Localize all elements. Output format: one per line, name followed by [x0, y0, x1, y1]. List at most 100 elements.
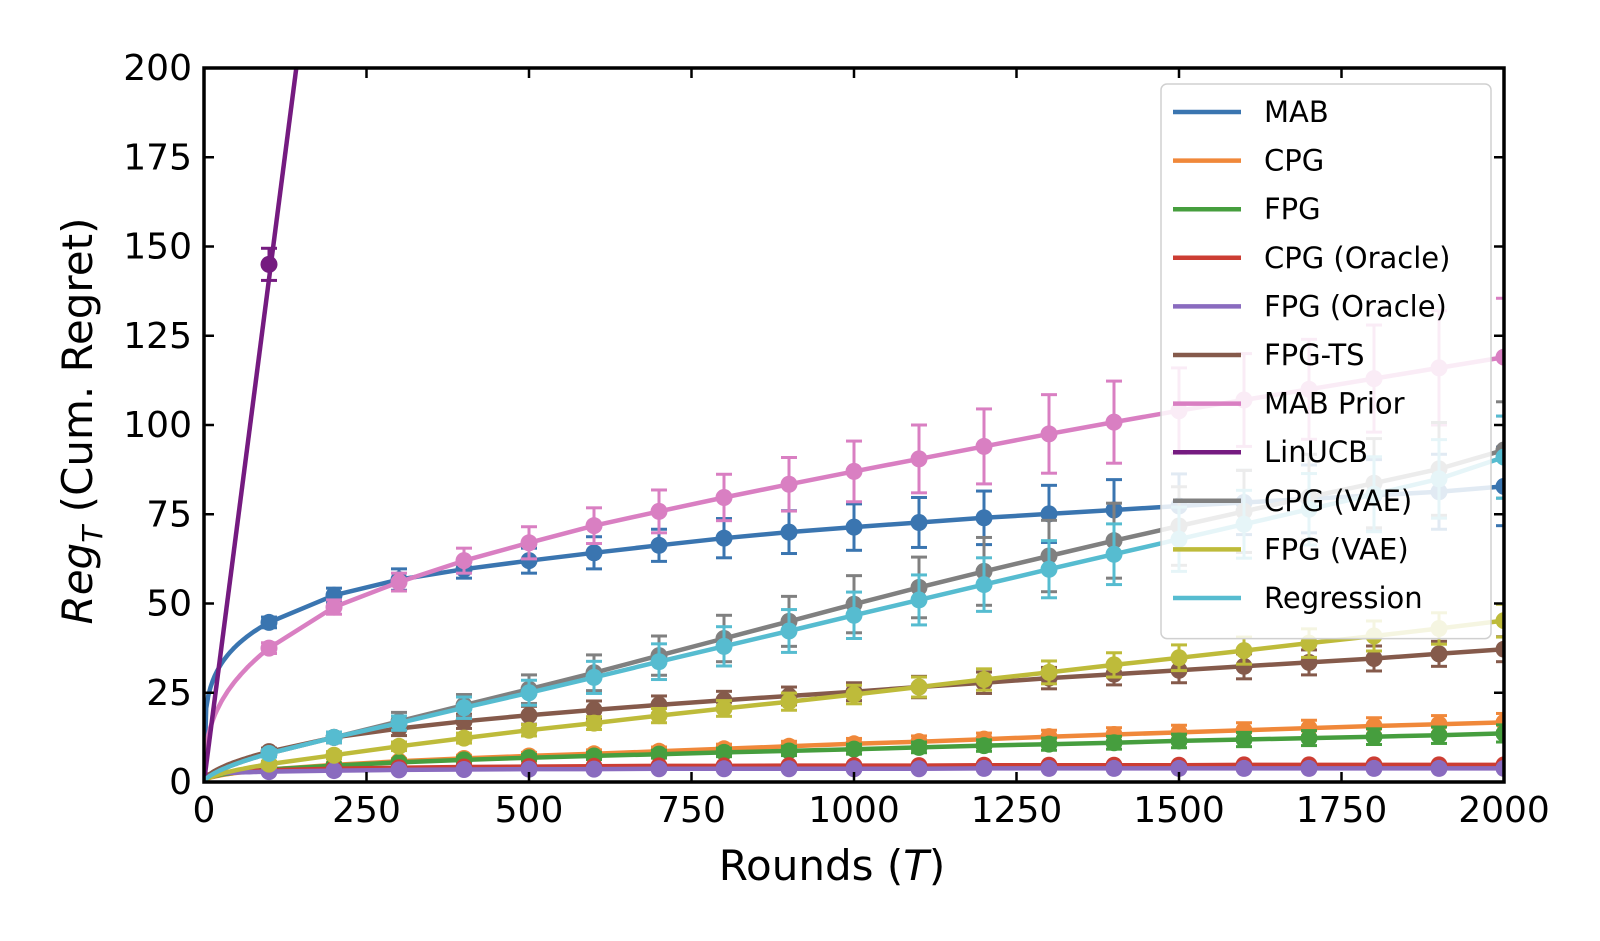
data-point	[585, 714, 603, 732]
data-point	[585, 544, 603, 562]
data-point	[520, 552, 538, 570]
series-layer	[204, 68, 1504, 782]
data-point	[1235, 642, 1253, 660]
data-point	[260, 255, 278, 273]
legend-box	[1160, 83, 1492, 640]
y-tick-label: 200	[123, 48, 192, 89]
data-point	[325, 598, 343, 616]
data-point	[1300, 759, 1318, 777]
legend-label: CPG (VAE)	[1264, 484, 1412, 518]
data-point	[1235, 759, 1253, 777]
data-point	[780, 475, 798, 493]
data-point	[975, 576, 993, 594]
series-line-fpg-vae	[204, 618, 1504, 782]
data-point	[1300, 729, 1318, 747]
data-point	[780, 622, 798, 640]
data-point	[1105, 759, 1123, 777]
data-point	[715, 529, 733, 547]
data-point	[455, 699, 473, 717]
axes: 0 250 500 750 1000 1250 1500 1750 2000 0 25 50 75 100…	[123, 48, 1550, 831]
series-linucb	[204, 68, 299, 782]
data-point	[1040, 735, 1058, 753]
legend-label: CPG (Oracle)	[1264, 241, 1450, 275]
data-point	[1365, 728, 1383, 746]
data-point	[910, 678, 928, 696]
data-point	[1430, 726, 1448, 744]
data-point	[520, 760, 538, 778]
data-point	[650, 760, 668, 778]
legend-label: FPG (VAE)	[1264, 532, 1409, 566]
y-tick-label: 125	[123, 316, 192, 357]
data-point	[780, 693, 798, 711]
data-point	[650, 707, 668, 725]
data-point	[585, 668, 603, 686]
data-point	[1170, 732, 1188, 750]
data-point	[975, 737, 993, 755]
legend-label: FPG	[1264, 192, 1321, 226]
x-tick-label: 1250	[971, 790, 1063, 831]
data-point	[390, 761, 408, 779]
data-point	[975, 671, 993, 689]
legend: MAB CPG FPG CPG (Oracle) FPG (Oracle) FPG-TS M…	[1160, 83, 1492, 640]
data-point	[1170, 649, 1188, 667]
y-tick-label: 25	[146, 673, 192, 714]
x-tick-label: 1000	[808, 790, 900, 831]
data-point	[455, 552, 473, 570]
data-point	[1430, 645, 1448, 663]
data-point	[780, 742, 798, 760]
data-point	[975, 509, 993, 527]
data-point	[1040, 425, 1058, 443]
y-tick-label: 75	[146, 494, 192, 535]
data-point	[910, 760, 928, 778]
x-tick-label: 750	[657, 790, 726, 831]
data-point	[845, 686, 863, 704]
legend-label: MAB	[1264, 95, 1329, 129]
legend-label: MAB Prior	[1264, 387, 1405, 421]
data-point	[1105, 656, 1123, 674]
data-point	[1040, 759, 1058, 777]
data-point	[1105, 413, 1123, 431]
series-line-mab-prior	[204, 354, 1504, 782]
data-point	[455, 761, 473, 779]
data-point	[1430, 759, 1448, 777]
data-point	[650, 502, 668, 520]
data-point	[390, 573, 408, 591]
data-point	[1495, 759, 1504, 777]
data-point	[910, 738, 928, 756]
data-point	[390, 714, 408, 732]
y-tick-label: 0	[169, 762, 192, 803]
data-point	[650, 653, 668, 671]
data-point	[910, 513, 928, 531]
y-tick-label: 175	[123, 137, 192, 178]
data-point	[325, 728, 343, 746]
data-point	[845, 606, 863, 624]
x-tick-label: 1500	[1133, 790, 1225, 831]
data-point	[520, 706, 538, 724]
data-point	[1235, 731, 1253, 749]
data-point	[1495, 640, 1504, 658]
x-tick-label: 2000	[1458, 790, 1550, 831]
data-point	[1365, 759, 1383, 777]
data-point	[1495, 724, 1504, 742]
legend-label: FPG (Oracle)	[1264, 289, 1447, 323]
legend-label: FPG-TS	[1264, 338, 1365, 372]
series-line-regression	[204, 454, 1504, 782]
data-point	[715, 637, 733, 655]
data-point	[260, 613, 278, 631]
x-tick-label: 1750	[1296, 790, 1388, 831]
data-point	[1495, 612, 1504, 630]
legend-label: CPG	[1264, 144, 1324, 178]
data-point	[845, 462, 863, 480]
data-point	[715, 743, 733, 761]
data-point	[845, 518, 863, 536]
data-point	[975, 759, 993, 777]
data-point	[325, 762, 343, 780]
legend-label: Regression	[1264, 581, 1423, 615]
data-point	[390, 737, 408, 755]
data-point	[520, 684, 538, 702]
data-point	[910, 591, 928, 609]
data-point	[1495, 448, 1504, 466]
data-point	[1040, 560, 1058, 578]
y-tick-label: 150	[123, 227, 192, 268]
